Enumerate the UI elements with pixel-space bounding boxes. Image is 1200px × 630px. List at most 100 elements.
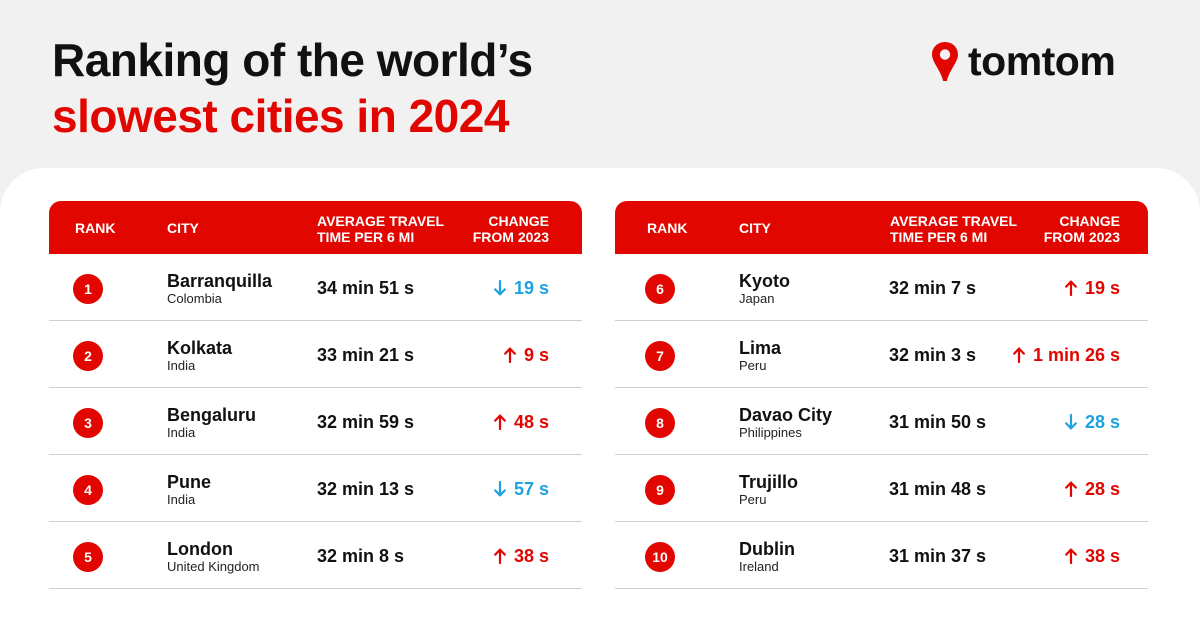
rank-badge: 4 [73, 475, 103, 505]
city-cell: Kolkata India [167, 338, 232, 373]
title-line-2: slowest cities in 2024 [52, 90, 509, 142]
page-title: Ranking of the world’s slowest cities in… [52, 34, 533, 142]
country-name: India [167, 358, 196, 373]
rank-badge: 1 [73, 274, 103, 304]
city-name: Davao City [739, 405, 833, 425]
city-name: Barranquilla [167, 271, 273, 291]
change-from-2023: 1 min 26 s [1013, 344, 1120, 366]
city-name: Lima [739, 338, 782, 358]
header-avg-line-1: AVERAGE TRAVEL [890, 213, 1018, 229]
change-value: 48 s [513, 412, 549, 432]
header-change: CHANGE FROM 2023 [473, 213, 549, 245]
change-value: 57 s [513, 479, 549, 499]
table-row: 9 Trujillo Peru 31 min 48 s 28 s [615, 455, 1148, 522]
average-travel-time: 32 min 13 s [317, 479, 415, 499]
header-rank: RANK [75, 220, 116, 236]
city-name: Bengaluru [167, 405, 257, 425]
table-row: 2 Kolkata India 33 min 21 s 9 s [49, 321, 582, 388]
header-average-travel-time: AVERAGE TRAVEL TIME PER 6 MI [317, 213, 444, 245]
header-change-line-2: FROM 2023 [472, 229, 549, 245]
header-city: CITY [167, 220, 199, 236]
city-cell: Dublin Ireland [739, 539, 795, 574]
change-value: 38 s [1084, 546, 1120, 566]
table-row: 6 Kyoto Japan 32 min 7 s 19 s [615, 254, 1148, 321]
table-row: 4 Pune India 32 min 13 s 57 s [49, 455, 582, 522]
city-cell: Lima Peru [739, 338, 781, 373]
rank-badge: 9 [645, 475, 675, 505]
arrow-down-icon [1065, 414, 1077, 430]
arrow-down-icon [494, 481, 506, 497]
tomtom-logo: tomtom [930, 38, 1116, 85]
change-value: 1 min 26 s [1032, 345, 1120, 365]
country-name: United Kingdom [167, 559, 260, 574]
map-pin-icon [932, 41, 958, 81]
change-from-2023: 57 s [494, 478, 549, 500]
average-travel-time: 32 min 7 s [889, 278, 977, 298]
average-travel-time: 31 min 37 s [889, 546, 987, 566]
country-name: Colombia [167, 291, 222, 306]
arrow-up-icon [494, 414, 506, 430]
header-rank: RANK [647, 220, 688, 236]
city-cell: Trujillo Peru [739, 472, 798, 507]
city-name: London [167, 539, 233, 559]
change-from-2023: 38 s [1065, 545, 1120, 567]
table-body-left: 1 Barranquilla Colombia 34 min 51 s 19 s 2 Kol… [49, 254, 582, 589]
city-name: Kyoto [739, 271, 790, 291]
change-from-2023: 38 s [494, 545, 549, 567]
rank-badge: 8 [645, 408, 675, 438]
table-row: 5 London United Kingdom 32 min 8 s 38 s [49, 522, 582, 589]
table-row: 7 Lima Peru 32 min 3 s 1 min 26 s [615, 321, 1148, 388]
change-from-2023: 48 s [494, 411, 549, 433]
average-travel-time: 31 min 48 s [889, 479, 987, 499]
change-value: 19 s [1084, 278, 1120, 298]
city-cell: Barranquilla Colombia [167, 271, 272, 306]
rank-badge: 6 [645, 274, 675, 304]
rank-badge: 2 [73, 341, 103, 371]
rank-badge: 7 [645, 341, 675, 371]
header-avg-line-1: AVERAGE TRAVEL [317, 213, 445, 229]
average-travel-time: 33 min 21 s [317, 345, 415, 365]
arrow-up-icon [504, 347, 516, 363]
change-from-2023: 19 s [1065, 277, 1120, 299]
average-travel-time: 32 min 59 s [317, 412, 415, 432]
table-body-right: 6 Kyoto Japan 32 min 7 s 19 s 7 Lima Peru 32 min… [615, 254, 1148, 589]
arrow-up-icon [1065, 548, 1077, 564]
ranking-table-right: RANK CITY AVERAGE TRAVEL TIME PER 6 MI C… [615, 201, 1148, 589]
change-from-2023: 28 s [1065, 478, 1120, 500]
country-name: Philippines [739, 425, 802, 440]
header-average-travel-time: AVERAGE TRAVEL TIME PER 6 MI [890, 213, 1017, 245]
country-name: India [167, 492, 196, 507]
arrow-up-icon [1065, 481, 1077, 497]
city-name: Trujillo [739, 472, 799, 492]
average-travel-time: 31 min 50 s [889, 412, 987, 432]
arrow-down-icon [494, 280, 506, 296]
arrow-up-icon [1065, 280, 1077, 296]
change-from-2023: 9 s [504, 344, 549, 366]
arrow-up-icon [494, 548, 506, 564]
header-change-line-1: CHANGE [1059, 213, 1120, 229]
rank-badge: 3 [73, 408, 103, 438]
rank-badge: 10 [645, 542, 675, 572]
brand-wordmark: tomtom [968, 38, 1116, 84]
city-name: Kolkata [167, 338, 233, 358]
header-city: CITY [739, 220, 771, 236]
country-name: Japan [739, 291, 775, 306]
change-value: 28 s [1084, 479, 1120, 499]
city-cell: Davao City Philippines [739, 405, 832, 440]
table-row: 1 Barranquilla Colombia 34 min 51 s 19 s [49, 254, 582, 321]
city-cell: Kyoto Japan [739, 271, 790, 306]
table-row: 8 Davao City Philippines 31 min 50 s 28 s [615, 388, 1148, 455]
city-name: Pune [167, 472, 212, 492]
city-cell: Pune India [167, 472, 211, 507]
city-cell: London United Kingdom [167, 539, 260, 574]
header-change: CHANGE FROM 2023 [1044, 213, 1120, 245]
change-from-2023: 19 s [494, 277, 549, 299]
table-header: RANK CITY AVERAGE TRAVEL TIME PER 6 MI C… [49, 201, 582, 254]
table-row: 3 Bengaluru India 32 min 59 s 48 s [49, 388, 582, 455]
country-name: Ireland [739, 559, 779, 574]
header-avg-line-2: TIME PER 6 MI [890, 229, 988, 245]
header-change-line-2: FROM 2023 [1043, 229, 1120, 245]
average-travel-time: 34 min 51 s [317, 278, 415, 298]
table-row: 10 Dublin Ireland 31 min 37 s 38 s [615, 522, 1148, 589]
country-name: Peru [739, 358, 767, 373]
